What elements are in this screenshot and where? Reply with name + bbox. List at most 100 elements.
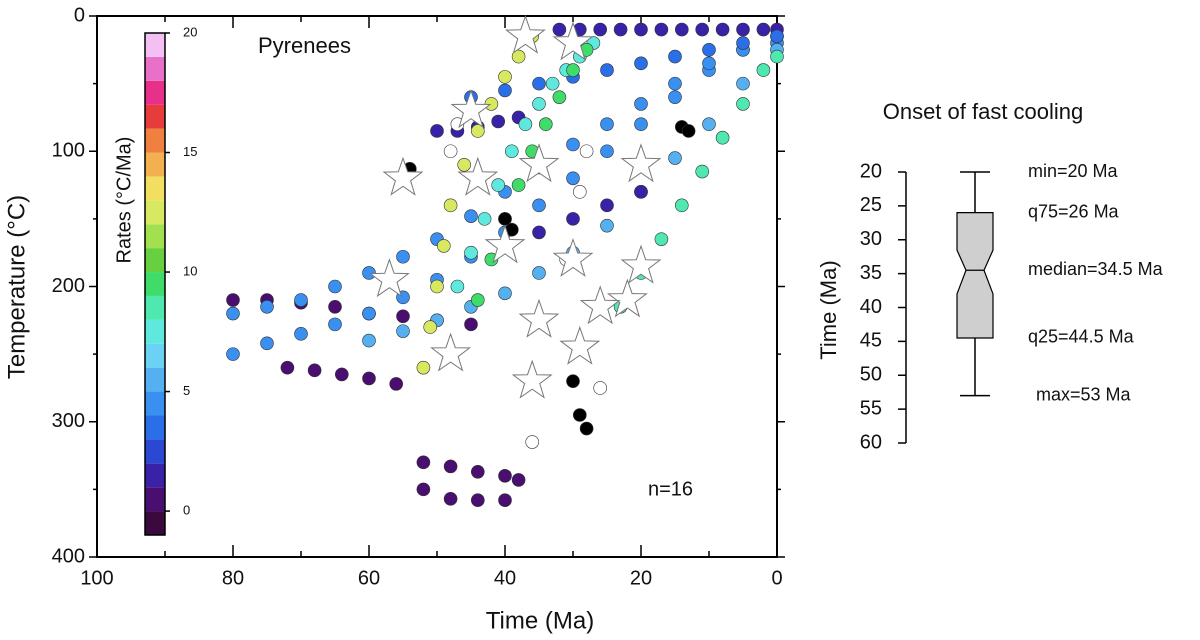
data-point: [715, 130, 730, 145]
data-point: [654, 232, 669, 246]
onset-star: [368, 258, 410, 298]
colorbar-tick-label: 5: [183, 383, 190, 398]
data-point: [736, 97, 750, 111]
colorbar-cell: [145, 511, 165, 535]
data-point: [443, 459, 458, 474]
colorbar-cell: [145, 295, 165, 320]
data-point: [443, 198, 458, 213]
data-point: [532, 76, 546, 91]
box-y-tick-label: 35: [860, 262, 882, 284]
data-point: [668, 151, 682, 165]
data-point: [756, 63, 771, 77]
data-point: [430, 124, 444, 138]
onset-star: [579, 285, 621, 325]
x-tick-label: 40: [494, 567, 516, 589]
colorbar-cell: [145, 152, 165, 177]
data-point: [668, 49, 682, 64]
data-point: [396, 309, 410, 324]
x-tick-label: 100: [80, 567, 113, 589]
onset-star: [382, 156, 424, 196]
data-point: [634, 185, 648, 199]
colorbar-cell: [145, 56, 165, 81]
data-point: [532, 97, 546, 111]
onset-star: [511, 359, 553, 399]
colorbar-frame: [144, 32, 166, 536]
data-point: [436, 239, 451, 253]
data-point: [457, 157, 472, 172]
data-point: [572, 185, 587, 199]
data-point: [681, 124, 696, 138]
data-point: [600, 63, 614, 77]
colorbar-cell: [145, 487, 165, 512]
data-point: [572, 408, 587, 422]
data-point: [532, 225, 546, 240]
colorbar-cell: [145, 439, 165, 464]
data-point: [294, 293, 308, 307]
data-point: [600, 117, 614, 131]
data-point: [654, 22, 669, 37]
box-y-tick-label: 20: [860, 160, 882, 182]
data-point: [634, 117, 648, 131]
colorbar-tick-label: 10: [183, 263, 197, 278]
data-point: [280, 360, 295, 375]
colorbar-cell: [145, 391, 165, 416]
data-point: [260, 336, 274, 351]
data-point: [511, 473, 526, 487]
data-point: [552, 22, 567, 37]
stat-label: median=34.5 Ma: [1028, 259, 1164, 279]
data-point: [328, 299, 342, 314]
onset-star: [620, 143, 662, 183]
stat-label: max=53 Ma: [1036, 384, 1132, 404]
y-tick-label: 200: [52, 275, 85, 297]
data-point: [470, 293, 485, 307]
box-y-tick-label: 25: [860, 194, 882, 216]
data-point: [226, 293, 240, 307]
data-point: [579, 421, 594, 436]
data-point: [498, 70, 512, 84]
data-point: [334, 367, 349, 382]
data-point: [715, 22, 730, 37]
data-point: [668, 90, 682, 104]
onset-star: [450, 89, 492, 129]
count-label: n=16: [648, 478, 693, 500]
data-point: [756, 22, 771, 37]
x-tick-label: 20: [630, 567, 652, 589]
data-point: [702, 43, 716, 57]
colorbar-cell: [145, 343, 165, 368]
onset-star: [484, 224, 526, 264]
colorbar-cell: [145, 200, 165, 225]
data-point: [307, 363, 322, 378]
data-point: [566, 212, 580, 226]
y-tick-label: 100: [52, 140, 85, 162]
stat-label: min=20 Ma: [1028, 161, 1119, 181]
data-point: [443, 492, 458, 506]
data-point: [362, 266, 376, 280]
colorbar-tick-label: 0: [183, 503, 190, 518]
data-point: [498, 493, 512, 507]
region-label: Pyrenees: [258, 33, 351, 58]
onset-star: [504, 14, 546, 54]
colorbar-cell: [145, 248, 165, 273]
box-y-tick-label: 30: [860, 228, 882, 250]
x-axis-label: Time (Ma): [486, 607, 594, 634]
data-point: [484, 97, 499, 111]
data-point: [464, 317, 478, 332]
data-point: [491, 114, 506, 129]
data-point: [430, 279, 444, 294]
box-y-tick-label: 50: [860, 364, 882, 386]
data-point: [593, 381, 608, 395]
colorbar-tick-label: 15: [183, 144, 197, 159]
data-point: [770, 29, 784, 44]
data-point: [464, 245, 478, 260]
data-point: [511, 49, 526, 64]
data-point: [226, 306, 240, 321]
onset-star: [559, 325, 601, 365]
stat-label: q25=44.5 Ma: [1028, 327, 1135, 347]
data-point: [695, 22, 710, 37]
data-point: [443, 144, 458, 159]
data-point: [511, 178, 526, 192]
colorbar-cell: [145, 128, 165, 153]
data-point: [416, 455, 431, 470]
data-point: [702, 56, 716, 71]
